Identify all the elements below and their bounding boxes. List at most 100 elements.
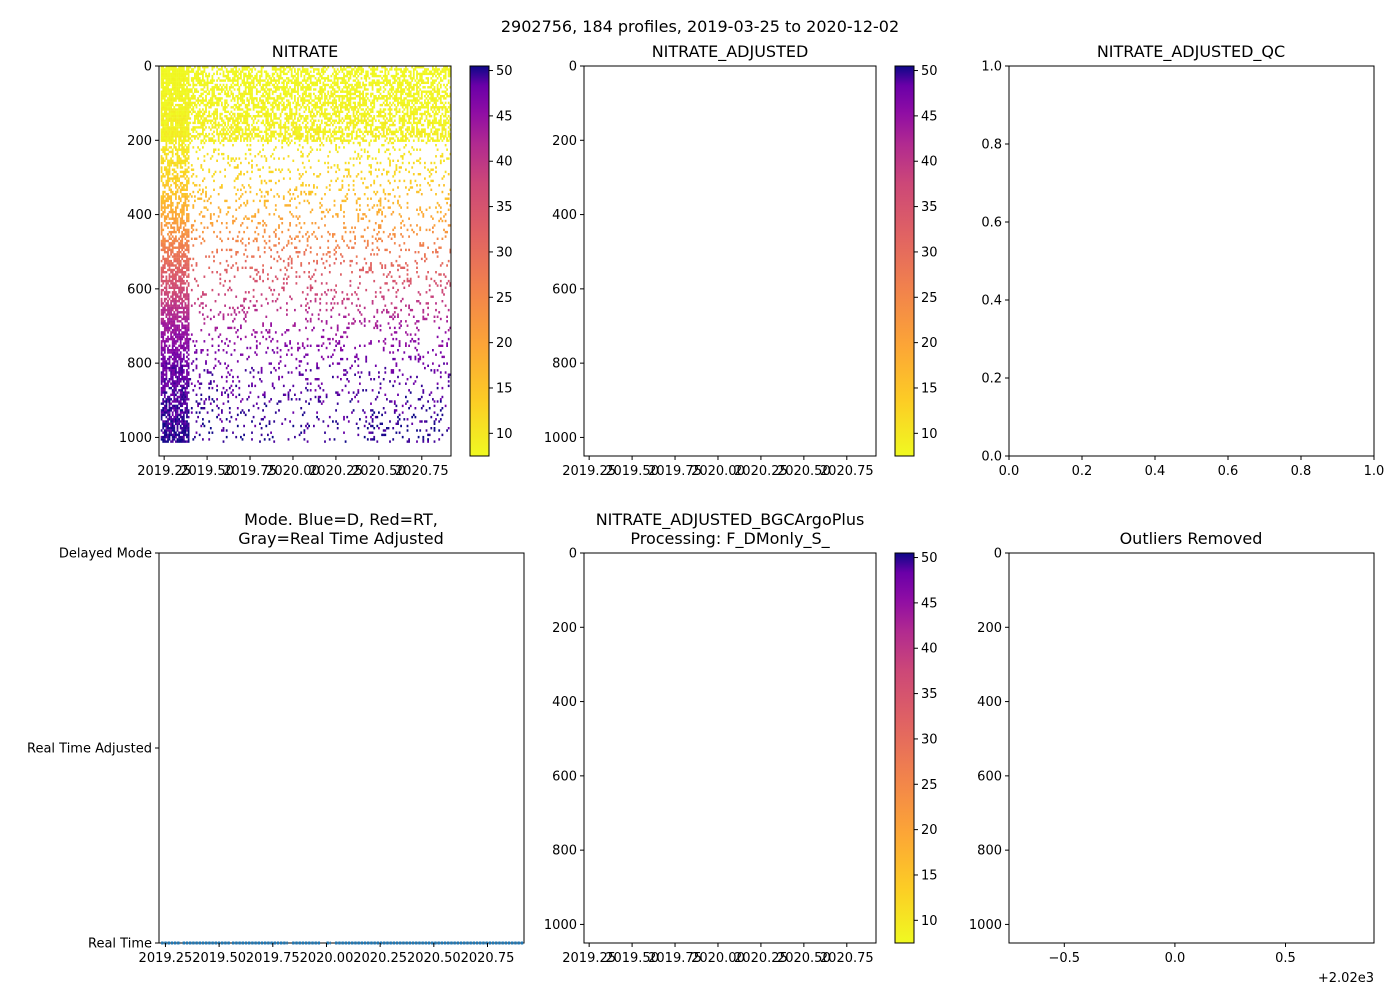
heatmap-cell xyxy=(213,93,215,95)
heatmap-cell xyxy=(173,340,175,342)
heatmap-cell xyxy=(183,296,185,298)
heatmap-cell xyxy=(235,120,237,122)
heatmap-cell xyxy=(175,140,177,142)
heatmap-cell xyxy=(207,115,209,117)
heatmap-cell xyxy=(186,396,188,398)
heatmap-cell xyxy=(319,93,321,95)
heatmap-cell xyxy=(175,124,177,126)
heatmap-cell xyxy=(161,276,163,278)
heatmap-cell xyxy=(178,249,180,251)
heatmap-cell xyxy=(164,133,166,135)
heatmap-cell xyxy=(173,327,175,329)
heatmap-cell xyxy=(197,113,199,115)
heatmap-cell xyxy=(172,425,174,427)
heatmap-cell xyxy=(181,209,183,211)
heatmap-cell xyxy=(280,71,282,73)
heatmap-cell xyxy=(173,383,175,385)
heatmap-cell xyxy=(258,111,260,113)
heatmap-cell xyxy=(307,104,309,106)
heatmap-cell xyxy=(192,244,194,246)
heatmap-cell xyxy=(259,71,261,73)
heatmap-cell xyxy=(256,300,258,302)
heatmap-cell xyxy=(188,115,190,117)
heatmap-cell xyxy=(173,362,175,364)
heatmap-cell xyxy=(327,155,329,157)
heatmap-cell xyxy=(202,238,204,240)
heatmap-cell xyxy=(200,73,202,75)
heatmap-cell xyxy=(186,151,188,153)
heatmap-cell xyxy=(164,238,166,240)
heatmap-cell xyxy=(251,135,253,137)
heatmap-cell xyxy=(243,425,245,427)
heatmap-cell xyxy=(162,211,164,213)
heatmap-cell xyxy=(188,97,190,99)
heatmap-cell xyxy=(321,218,323,220)
heatmap-cell xyxy=(166,289,168,291)
heatmap-cell xyxy=(175,218,177,220)
heatmap-cell xyxy=(216,405,218,407)
heatmap-cell xyxy=(170,351,172,353)
heatmap-cell xyxy=(188,416,190,418)
heatmap-cell xyxy=(170,233,172,235)
heatmap-cell xyxy=(173,227,175,229)
heatmap-cell xyxy=(305,117,307,119)
heatmap-cell xyxy=(197,198,199,200)
heatmap-cell xyxy=(324,128,326,130)
heatmap-cell xyxy=(259,84,261,86)
heatmap-cell xyxy=(161,215,163,217)
heatmap-cell xyxy=(164,135,166,137)
heatmap-cell xyxy=(327,102,329,104)
heatmap-cell xyxy=(172,128,174,130)
heatmap-cell xyxy=(313,120,315,122)
heatmap-cell xyxy=(183,276,185,278)
heatmap-cell xyxy=(207,209,209,211)
heatmap-cell xyxy=(178,354,180,356)
heatmap-cell xyxy=(256,269,258,271)
heatmap-cell xyxy=(177,327,179,329)
heatmap-cell xyxy=(185,77,187,79)
heatmap-cell xyxy=(218,122,220,124)
heatmap-cell xyxy=(175,171,177,173)
heatmap-cell xyxy=(164,244,166,246)
heatmap-cell xyxy=(161,111,163,113)
heatmap-cell xyxy=(200,407,202,409)
heatmap-cell xyxy=(164,307,166,309)
heatmap-cell xyxy=(166,298,168,300)
heatmap-cell xyxy=(296,77,298,79)
heatmap-cell xyxy=(172,162,174,164)
heatmap-cell xyxy=(231,313,233,315)
heatmap-cell xyxy=(326,108,328,110)
heatmap-cell xyxy=(169,82,171,84)
heatmap-cell xyxy=(170,378,172,380)
heatmap-cell xyxy=(177,378,179,380)
heatmap-cell xyxy=(170,231,172,233)
heatmap-cell xyxy=(200,349,202,351)
heatmap-cell xyxy=(188,307,190,309)
heatmap-cell xyxy=(200,142,202,144)
heatmap-cell xyxy=(200,164,202,166)
heatmap-cell xyxy=(173,126,175,128)
heatmap-cell xyxy=(192,224,194,226)
heatmap-cell xyxy=(278,169,280,171)
heatmap-cell xyxy=(192,108,194,110)
heatmap-cell xyxy=(305,88,307,90)
heatmap-cell xyxy=(204,403,206,405)
heatmap-cell xyxy=(166,126,168,128)
heatmap-cell xyxy=(300,374,302,376)
heatmap-cell xyxy=(326,302,328,304)
heatmap-cell xyxy=(186,374,188,376)
heatmap-cell xyxy=(262,271,264,273)
heatmap-cell xyxy=(316,137,318,139)
heatmap-cell xyxy=(183,429,185,431)
heatmap-cell xyxy=(161,358,163,360)
heatmap-cell xyxy=(234,342,236,344)
heatmap-cell xyxy=(186,262,188,264)
heatmap-cell xyxy=(177,418,179,420)
heatmap-cell xyxy=(275,88,277,90)
heatmap-cell xyxy=(272,120,274,122)
heatmap-cell xyxy=(313,186,315,188)
heatmap-cell xyxy=(202,75,204,77)
heatmap-cell xyxy=(227,394,229,396)
heatmap-cell xyxy=(232,95,234,97)
heatmap-cell xyxy=(223,106,225,108)
